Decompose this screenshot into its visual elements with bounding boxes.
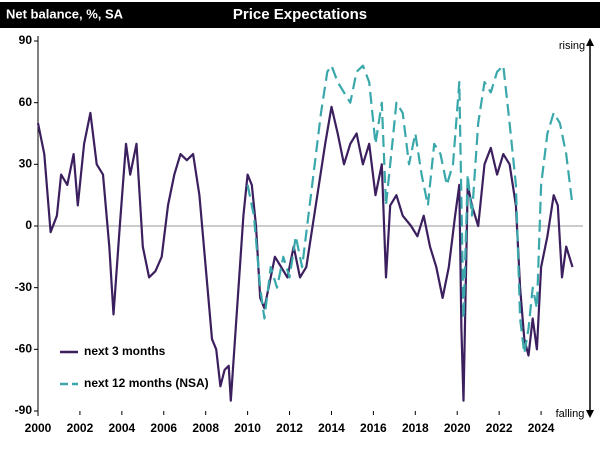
y-tick-label: 90 xyxy=(19,33,33,47)
x-tick-label: 2008 xyxy=(192,421,219,435)
y-tick-label: -90 xyxy=(15,403,33,417)
chart-title: Price Expectations xyxy=(233,6,367,23)
header-bar xyxy=(0,2,600,28)
y-tick-label: 0 xyxy=(25,218,32,232)
x-tick-label: 2004 xyxy=(108,421,135,435)
series-line xyxy=(246,64,574,355)
annotation: falling xyxy=(556,408,585,420)
x-tick-label: 2020 xyxy=(444,421,471,435)
x-tick-label: 2012 xyxy=(276,421,303,435)
x-tick-label: 2022 xyxy=(486,421,513,435)
y-tick-label: -60 xyxy=(15,342,33,356)
annotation: rising xyxy=(559,40,585,52)
series-line xyxy=(36,105,574,402)
y-tick-label: -30 xyxy=(15,280,33,294)
legend-label: next 12 months (NSA) xyxy=(84,376,209,390)
x-tick-label: 2006 xyxy=(150,421,177,435)
x-tick-label: 2024 xyxy=(528,421,555,435)
x-tick-label: 2000 xyxy=(25,421,52,435)
x-tick-label: 2014 xyxy=(318,421,345,435)
y-tick-label: 60 xyxy=(19,95,33,109)
x-tick-label: 2002 xyxy=(67,421,94,435)
x-tick-label: 2018 xyxy=(402,421,429,435)
chart-subtitle: Net balance, %, SA xyxy=(6,6,124,21)
x-tick-label: 2016 xyxy=(360,421,387,435)
legend-label: next 3 months xyxy=(84,344,166,358)
y-tick-label: 30 xyxy=(19,157,33,171)
x-tick-label: 2010 xyxy=(234,421,261,435)
